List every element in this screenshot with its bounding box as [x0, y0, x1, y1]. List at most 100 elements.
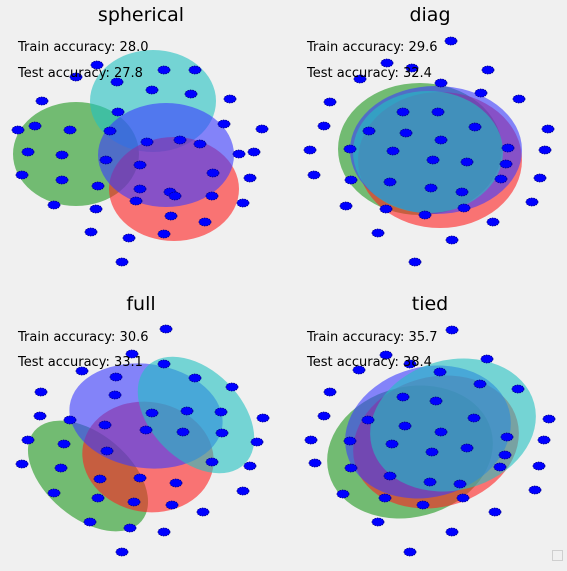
data-point: [157, 229, 171, 239]
data-point: [109, 372, 123, 382]
data-point: [63, 415, 77, 425]
data-point: [403, 359, 417, 369]
data-point: [474, 88, 488, 98]
data-point: [339, 201, 353, 211]
subplot-diag: diag Train accuracy: 29.6 Test accuracy:…: [303, 4, 555, 267]
data-point: [99, 155, 113, 165]
data-point: [35, 96, 49, 106]
data-point: [159, 324, 173, 334]
data-point: [528, 485, 542, 495]
data-point: [386, 146, 400, 156]
data-point: [498, 450, 512, 460]
data-point: [537, 435, 551, 445]
data-point: [255, 124, 269, 134]
data-point: [108, 390, 122, 400]
data-point: [63, 125, 77, 135]
data-point: [457, 203, 471, 213]
data-point: [378, 493, 392, 503]
data-point: [123, 523, 137, 533]
data-point: [145, 85, 159, 95]
data-point: [344, 175, 358, 185]
data-point: [173, 135, 187, 145]
data-point: [215, 428, 229, 438]
data-point: [125, 349, 139, 359]
data-point: [21, 435, 35, 445]
data-point: [468, 122, 482, 132]
data-point: [323, 387, 337, 397]
data-point: [217, 119, 231, 129]
data-point: [89, 204, 103, 214]
data-point: [473, 379, 487, 389]
data-point: [343, 436, 357, 446]
data-point: [15, 459, 29, 469]
data-point: [379, 204, 393, 214]
data-point: [100, 446, 114, 456]
data-point: [236, 198, 250, 208]
data-point: [480, 354, 494, 364]
data-point: [111, 107, 125, 117]
train-accuracy-label: Train accuracy: 29.6: [306, 40, 438, 55]
data-point: [98, 420, 112, 430]
data-point: [445, 325, 459, 335]
data-point: [133, 160, 147, 170]
data-point: [157, 65, 171, 75]
subplot-spherical: spherical Train accuracy: 28.0 Test accu…: [11, 4, 269, 267]
data-point: [250, 437, 264, 447]
data-point: [493, 462, 507, 472]
data-point: [307, 170, 321, 180]
data-point: [426, 155, 440, 165]
subplot-title: tied: [412, 293, 448, 315]
data-point: [140, 137, 154, 147]
data-point: [75, 366, 89, 376]
data-point: [362, 126, 376, 136]
data-point: [110, 77, 124, 87]
data-point: [383, 471, 397, 481]
test-accuracy-label: Test accuracy: 33.1: [17, 355, 143, 370]
data-point: [115, 547, 129, 557]
data-point: [408, 257, 422, 267]
data-point: [525, 197, 539, 207]
data-point: [371, 517, 385, 527]
data-point: [243, 173, 257, 183]
data-point: [344, 463, 358, 473]
data-point: [399, 128, 413, 138]
data-point: [396, 107, 410, 117]
data-point: [11, 125, 25, 135]
data-point: [103, 126, 117, 136]
data-point: [416, 500, 430, 510]
data-point: [308, 458, 322, 468]
data-point: [445, 527, 459, 537]
gaussian-ellipse: [370, 358, 536, 492]
data-point: [205, 457, 219, 467]
test-accuracy-label: Test accuracy: 27.8: [17, 66, 143, 81]
data-point: [180, 406, 194, 416]
data-point: [225, 382, 239, 392]
data-point: [532, 461, 546, 471]
test-accuracy-label: Test accuracy: 38.4: [306, 355, 432, 370]
data-point: [434, 78, 448, 88]
data-point: [15, 170, 29, 180]
data-point: [383, 177, 397, 187]
data-point: [424, 183, 438, 193]
data-point: [139, 425, 153, 435]
data-point: [398, 421, 412, 431]
data-point: [34, 387, 48, 397]
data-point: [467, 413, 481, 423]
data-point: [425, 447, 439, 457]
data-point: [243, 461, 257, 471]
data-point: [429, 396, 443, 406]
data-point: [304, 435, 318, 445]
data-point: [188, 65, 202, 75]
subplot-title: spherical: [98, 4, 184, 26]
data-point: [303, 145, 317, 155]
data-point: [455, 187, 469, 197]
data-point: [336, 489, 350, 499]
data-point: [499, 159, 513, 169]
data-point: [214, 407, 228, 417]
data-point: [343, 144, 357, 154]
data-point: [444, 36, 458, 46]
data-point: [434, 135, 448, 145]
train-accuracy-label: Train accuracy: 28.0: [17, 40, 149, 55]
data-point: [83, 517, 97, 527]
